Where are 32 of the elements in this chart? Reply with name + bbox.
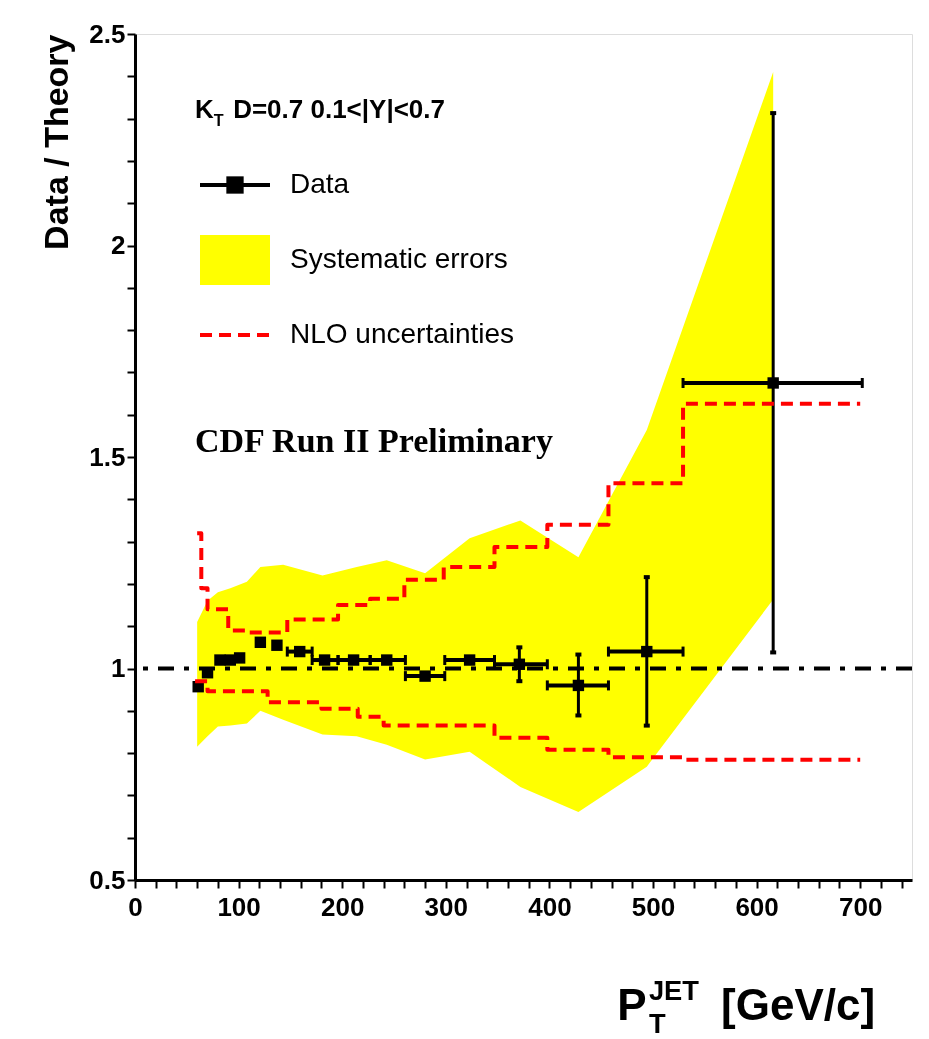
x-tick-label: 200 [321, 891, 365, 922]
y-tick-label: 2.5 [89, 18, 126, 49]
point [767, 377, 779, 389]
point [419, 670, 431, 682]
point [254, 636, 267, 648]
legend-label: Systematic errors [290, 243, 508, 274]
legend-label: NLO uncertainties [290, 318, 515, 349]
x-tick-label: 700 [839, 891, 883, 922]
point [463, 654, 476, 666]
y-tick-label: 0.5 [89, 864, 126, 895]
point [513, 658, 526, 670]
annotation: CDF Run II Preliminary [195, 422, 553, 459]
point [294, 645, 306, 658]
point [318, 654, 331, 666]
x-tick-label: 600 [735, 891, 779, 922]
y-tick-label: 1 [111, 653, 126, 683]
x-tick-label: 0 [128, 891, 143, 922]
x-tick-label: 500 [631, 891, 676, 922]
x-tick-label: 300 [424, 891, 468, 922]
point [572, 679, 585, 692]
y-tick-label: 2 [111, 230, 126, 260]
point [347, 654, 360, 666]
legend-label: Data [290, 168, 350, 199]
point [214, 654, 226, 666]
point [641, 645, 653, 658]
x-tick-label: 100 [217, 891, 261, 922]
point [271, 639, 283, 651]
y-axis-title: Data / Theory [37, 34, 76, 250]
y-tick-label: 1.5 [89, 441, 126, 472]
x-tick-label: 400 [528, 891, 572, 922]
point [381, 654, 393, 666]
point [233, 652, 246, 664]
